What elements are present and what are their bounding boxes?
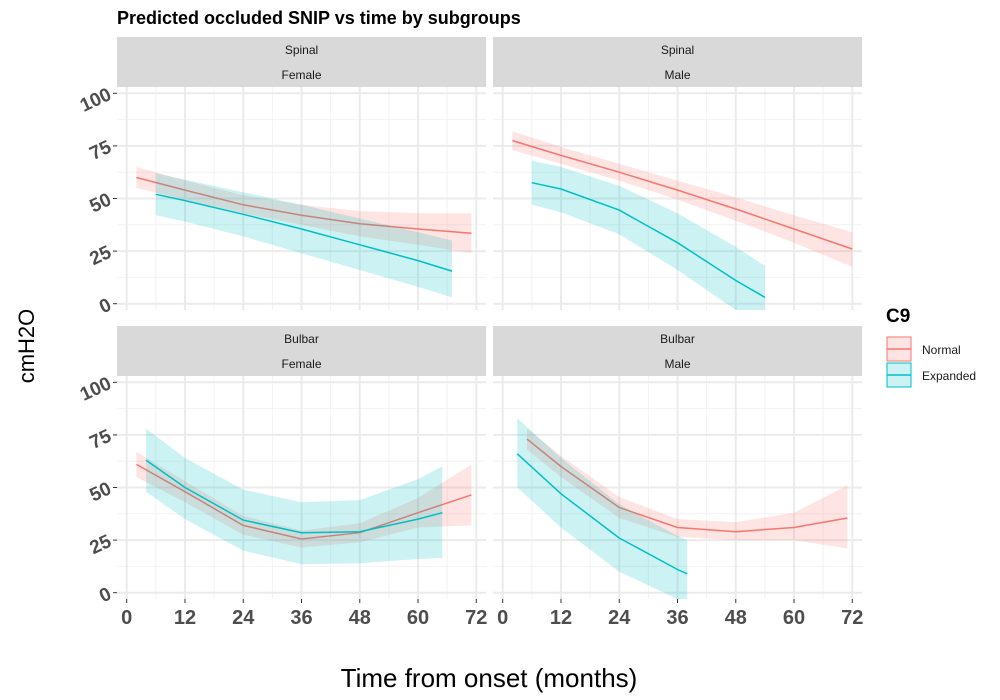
y-axis-title: cmH2O — [14, 309, 39, 384]
facet-strip-bottom — [117, 351, 486, 376]
y-tick-label: 100 — [77, 373, 115, 405]
series-line-expanded — [531, 181, 766, 299]
x-tick-label: 48 — [725, 607, 747, 629]
panel-data — [516, 418, 848, 599]
legend-label-normal: Normal — [922, 343, 961, 357]
y-tick-label: 0 — [96, 295, 114, 319]
facet-panel: Bulbar Male 0 12 24 36 48 60 72 — [493, 326, 863, 629]
series-line-normal — [136, 463, 472, 540]
facet-panel: Spinal Female 0 25 50 75 100 — [77, 37, 486, 318]
x-tick-label: 12 — [174, 607, 196, 629]
series-line-expanded — [145, 459, 443, 534]
x-tick-label: 60 — [783, 607, 805, 629]
facet-strip-top — [493, 326, 862, 351]
facet-strip-bottom-label: Male — [664, 68, 690, 82]
y-tick-label: 75 — [87, 137, 115, 165]
facet-strip-bottom — [493, 351, 862, 376]
x-axis-title: Time from onset (months) — [341, 663, 638, 693]
facet-strip-bottom — [117, 62, 486, 87]
facet-strip-top-label: Spinal — [285, 43, 318, 57]
x-tick-label: 72 — [841, 607, 863, 629]
y-tick-label: 50 — [87, 189, 115, 217]
y-tick-label: 100 — [77, 84, 115, 116]
confidence-band-expanded — [155, 173, 453, 298]
facet-strip-top — [117, 326, 486, 351]
legend-title: C9 — [886, 306, 910, 327]
y-tick-label: 75 — [87, 426, 115, 454]
x-tick-label: 72 — [465, 607, 487, 629]
legend-label-expanded: Expanded — [922, 369, 976, 383]
x-tick-label: 24 — [232, 607, 255, 629]
confidence-band-normal — [527, 428, 848, 549]
x-tick-label: 48 — [349, 607, 371, 629]
x-tick-label: 0 — [497, 607, 508, 629]
chart-title: Predicted occluded SNIP vs time by subgr… — [117, 8, 521, 28]
facet-panel: Spinal Male — [493, 37, 862, 310]
facet-strip-top — [117, 37, 486, 62]
series-line-normal — [512, 139, 853, 250]
y-tick-label: 25 — [87, 242, 115, 270]
series-line-expanded — [516, 453, 688, 575]
panel-data — [136, 166, 472, 298]
facet-strip-top-label: Bulbar — [660, 332, 695, 346]
x-tick-label: 36 — [666, 607, 688, 629]
facet-strip-bottom-label: Male — [664, 357, 690, 371]
facet-strip-bottom — [493, 62, 862, 87]
facet-strip-bottom-label: Female — [281, 68, 321, 82]
legend: C9 Normal Expanded — [886, 306, 976, 388]
y-tick-label: 0 — [96, 584, 114, 608]
facet-strip-top-label: Spinal — [661, 43, 694, 57]
facet-strip-top — [493, 37, 862, 62]
x-tick-label: 24 — [608, 607, 631, 629]
y-tick-label: 50 — [87, 478, 115, 506]
x-tick-label: 0 — [121, 607, 132, 629]
facet-panel: Bulbar Female 0 25 50 75 100 0 12 24 36 48 60 72 — [77, 326, 487, 629]
panel-data — [136, 428, 472, 565]
panels-layer: Spinal Female 0 25 50 75 100 Spinal Male Bulbar Fe… — [77, 37, 863, 629]
series-line-normal — [136, 176, 472, 234]
confidence-band-normal — [136, 166, 472, 254]
series-line-expanded — [155, 193, 453, 272]
y-tick-label: 25 — [87, 531, 115, 559]
x-tick-label: 36 — [290, 607, 312, 629]
x-tick-label: 12 — [550, 607, 572, 629]
panel-data — [512, 131, 853, 310]
confidence-band-expanded — [517, 418, 688, 599]
facet-strip-top-label: Bulbar — [284, 332, 319, 346]
series-line-normal — [526, 438, 848, 533]
facet-strip-bottom-label: Female — [281, 357, 321, 371]
confidence-band-expanded — [531, 160, 765, 310]
x-tick-label: 60 — [407, 607, 429, 629]
